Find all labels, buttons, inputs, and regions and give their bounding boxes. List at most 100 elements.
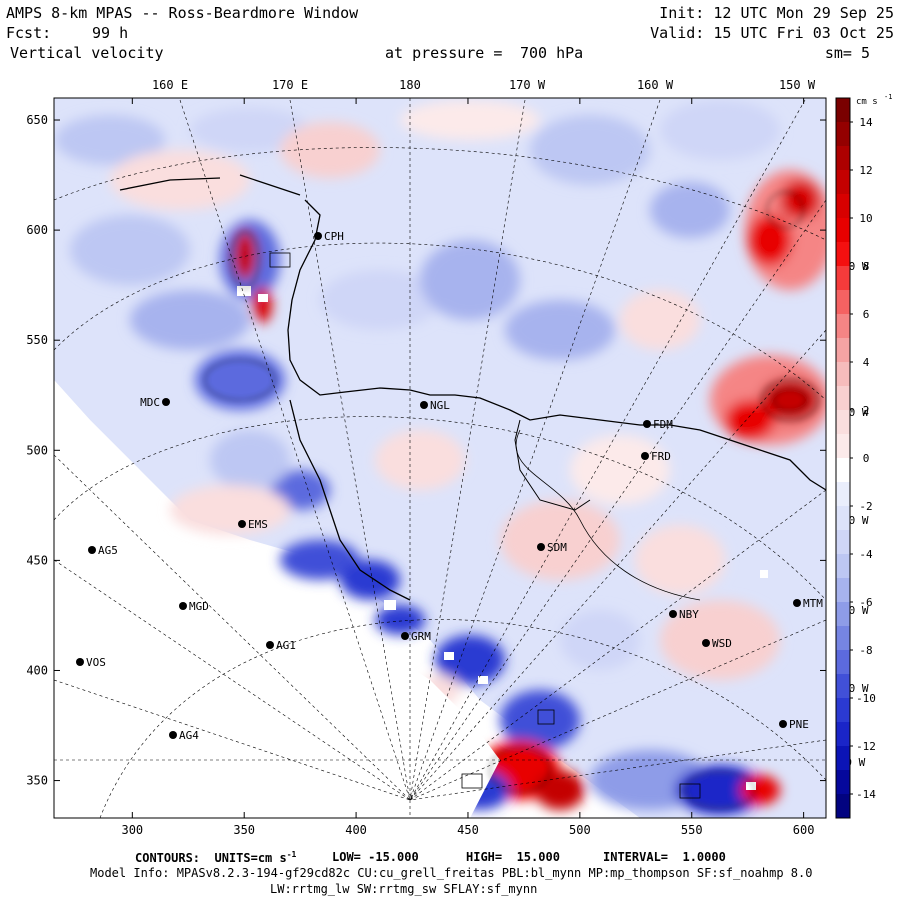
map-panel xyxy=(54,98,826,818)
footer-high: HIGH= 15.000 xyxy=(466,850,560,864)
station-label-mgd: MGD xyxy=(189,600,209,613)
x-tick-label: 500 xyxy=(569,823,591,837)
colorbar-tick-label: -8 xyxy=(859,644,872,657)
colorbar-swatch xyxy=(836,530,850,555)
smoothing: sm= 5 xyxy=(824,44,870,62)
colorbar-units: cm s xyxy=(856,97,878,107)
colorbar-swatch xyxy=(836,626,850,651)
station-label-ag1: AG1 xyxy=(276,639,296,652)
colorbar-swatch xyxy=(836,194,850,219)
colorbar-swatch xyxy=(836,98,850,123)
station-marker-grm xyxy=(401,632,409,640)
station-marker-mtm xyxy=(793,599,801,607)
colorbar-tick-label: 4 xyxy=(863,356,870,369)
station-label-sdm: SDM xyxy=(547,541,567,554)
station-marker-mgd xyxy=(179,602,187,610)
x-tick-label: 450 xyxy=(457,823,479,837)
station-marker-fdm xyxy=(643,420,651,428)
colorbar: 14 12 10 8 6 4 2 0 -2 -4 -6 -8 -10 -12 -14 cm s -1 xyxy=(835,93,892,819)
forecast-label: Fcst: xyxy=(6,24,52,42)
colorbar-swatch xyxy=(836,578,850,603)
ice-shelf-front xyxy=(514,419,591,511)
grounding-line xyxy=(515,429,701,601)
missing-data-region xyxy=(54,380,500,818)
missing-data-specks xyxy=(237,286,768,790)
colorbar-tick-label: -4 xyxy=(859,548,873,561)
init-time: Init: 12 UTC Mon 29 Sep 25 xyxy=(659,4,894,22)
colorbar-swatch xyxy=(836,746,850,771)
x-tick-label: 300 xyxy=(121,823,143,837)
colorbar-swatch xyxy=(836,290,850,315)
colorbar-swatch xyxy=(836,362,850,387)
station-label-nby: NBY xyxy=(679,608,699,621)
colorbar-swatch xyxy=(836,458,850,483)
colorbar-swatch xyxy=(836,482,850,507)
colorbar-swatch xyxy=(836,242,850,267)
colorbar-tick-label: 8 xyxy=(863,260,870,273)
y-tick-label: 650 xyxy=(26,113,48,127)
station-label-ag5: AG5 xyxy=(98,544,118,557)
axes-layer: 300 350 400 450 500 550 600 350 400 450 500 550 600 6… xyxy=(26,78,826,837)
top-lon-label: 170 E xyxy=(272,78,308,92)
station-marker-wsd xyxy=(702,639,710,647)
x-tick-label: 550 xyxy=(681,823,703,837)
colorbar-tick-label: -14 xyxy=(856,788,876,801)
y-tick-label: 500 xyxy=(26,443,48,457)
colorbar-swatch xyxy=(836,674,850,699)
colorbar-units-exp: -1 xyxy=(884,93,892,101)
colorbar-tick-label: -12 xyxy=(856,740,876,753)
colorbar-swatch xyxy=(836,650,850,675)
station-marker-ngl xyxy=(420,401,428,409)
colorbar-swatch xyxy=(836,794,850,819)
colorbar-swatch xyxy=(836,434,850,459)
forecast-hour: 99 h xyxy=(92,24,129,42)
station-marker-ems xyxy=(238,520,246,528)
colorbar-tick-label: 0 xyxy=(863,452,870,465)
footer-interval: INTERVAL= 1.0000 xyxy=(603,850,726,864)
colorbar-swatch xyxy=(836,770,850,795)
station-label-mdc: MDC xyxy=(140,396,160,409)
lat-lon-grid xyxy=(54,98,826,818)
station-marker-ag4 xyxy=(169,731,177,739)
colorbar-swatch xyxy=(836,386,850,411)
colorbar-swatch xyxy=(836,506,850,531)
colorbar-swatch xyxy=(836,338,850,363)
station-label-wsd: WSD xyxy=(712,637,732,650)
colorbar-tick-label: 2 xyxy=(863,404,870,417)
colorbar-swatch xyxy=(836,218,850,243)
colorbar-swatch xyxy=(836,410,850,435)
stations-layer: CPH MDC NGL FDM FRD AG5 SDM MGD NBY MTM AG1 WSD VOS A… xyxy=(76,230,823,742)
footer-contours: CONTOURS: UNITS=cm s-1 xyxy=(135,850,297,865)
top-lon-label: 150 W xyxy=(779,78,816,92)
annotation-boxes xyxy=(269,252,701,799)
station-marker-mdc xyxy=(162,398,170,406)
x-tick-label: 400 xyxy=(345,823,367,837)
station-label-frd: FRD xyxy=(651,450,671,463)
station-label-pne: PNE xyxy=(789,718,809,731)
colorbar-swatch xyxy=(836,554,850,579)
valid-time: Valid: 15 UTC Fri 03 Oct 25 xyxy=(650,24,894,42)
plot-title: AMPS 8-km MPAS -- Ross-Beardmore Window xyxy=(6,4,359,22)
station-marker-ag5 xyxy=(88,546,96,554)
station-marker-pne xyxy=(779,720,787,728)
colorbar-tick-label: -6 xyxy=(859,596,872,609)
colorbar-tick-label: -2 xyxy=(859,500,872,513)
station-label-mtm: MTM xyxy=(803,597,823,610)
station-label-grm: GRM xyxy=(411,630,431,643)
station-label-fdm: FDM xyxy=(653,418,673,431)
transantarctic-coast xyxy=(289,399,411,601)
plot-frame xyxy=(53,97,827,819)
coastline-north xyxy=(119,174,301,196)
station-label-cph: CPH xyxy=(324,230,344,243)
x-tick-label: 350 xyxy=(233,823,255,837)
colorbar-tick-label: -10 xyxy=(856,692,876,705)
station-label-ems: EMS xyxy=(248,518,268,531)
colorbar-swatch xyxy=(836,314,850,339)
station-marker-sdm xyxy=(537,543,545,551)
colorbar-swatch xyxy=(836,170,850,195)
station-label-vos: VOS xyxy=(86,656,106,669)
y-tick-label: 450 xyxy=(26,553,48,567)
top-lon-label: 170 W xyxy=(509,78,546,92)
top-lon-label: 160 E xyxy=(152,78,188,92)
